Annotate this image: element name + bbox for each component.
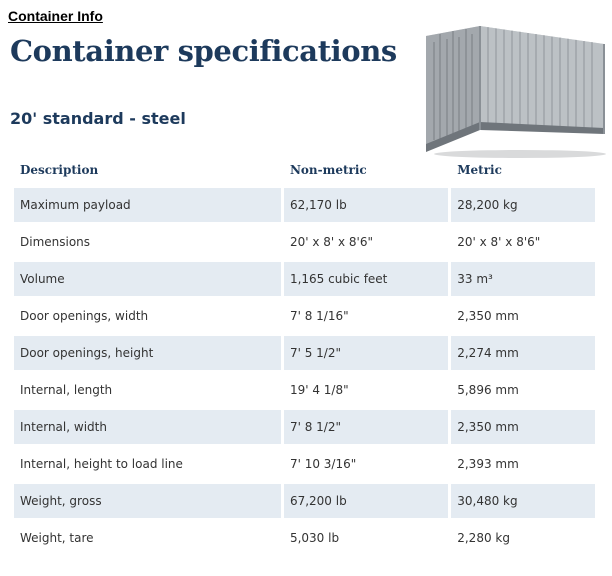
cell-metric: 28,200 kg bbox=[451, 188, 595, 222]
table-row: Door openings, width 7' 8 1/16" 2,350 mm bbox=[14, 299, 595, 333]
cell-description: Volume bbox=[14, 262, 281, 296]
cell-description: Door openings, width bbox=[20, 309, 149, 323]
cell-metric: 20' x 8' x 8'6" bbox=[457, 235, 541, 249]
cell-non-metric: 7' 8 1/16" bbox=[289, 309, 349, 323]
cell-description: Door openings, height bbox=[14, 336, 281, 370]
cell-description: Dimensions bbox=[20, 235, 91, 249]
table-row: Dimensions 20' x 8' x 8'6" 20' x 8' x 8'… bbox=[14, 225, 595, 259]
cell-description: Internal, height to load line bbox=[20, 457, 183, 471]
cell-description: Weight, tare bbox=[20, 531, 94, 545]
cell-non-metric: 7' 10 3/16" bbox=[289, 457, 357, 471]
cell-metric: 2,350 mm bbox=[457, 309, 519, 323]
container-door-details bbox=[433, 29, 473, 142]
container-shadow bbox=[434, 150, 606, 158]
table-row: Volume 1,165 cubic feet 33 m³ bbox=[14, 262, 595, 296]
cell-non-metric: 62,170 lb bbox=[283, 188, 449, 222]
table-row: Internal, length 19' 4 1/8" 5,896 mm bbox=[14, 373, 595, 407]
page-title: Container specifications bbox=[10, 34, 397, 68]
cell-metric: 33 m³ bbox=[451, 262, 595, 296]
table-row: Door openings, height 7' 5 1/2" 2,274 mm bbox=[14, 336, 595, 370]
table-header-row: Description Non-metric Metric bbox=[14, 155, 595, 185]
table-row: Maximum payload 62,170 lb 28,200 kg bbox=[14, 188, 595, 222]
cell-non-metric: 1,165 cubic feet bbox=[283, 262, 449, 296]
container-side-ribs bbox=[487, 27, 593, 132]
cell-non-metric: 19' 4 1/8" bbox=[289, 383, 349, 397]
header-non-metric: Non-metric bbox=[289, 163, 367, 177]
cell-non-metric: 5,030 lb bbox=[289, 531, 340, 545]
cell-metric: 2,350 mm bbox=[451, 410, 595, 444]
cell-metric: 30,480 kg bbox=[451, 484, 595, 518]
header-metric: Metric bbox=[457, 163, 502, 177]
cell-non-metric: 7' 5 1/2" bbox=[283, 336, 449, 370]
cell-non-metric: 7' 8 1/2" bbox=[283, 410, 449, 444]
cell-metric: 2,280 kg bbox=[457, 531, 510, 545]
cell-description: Maximum payload bbox=[14, 188, 281, 222]
table-row: Weight, tare 5,030 lb 2,280 kg bbox=[14, 521, 595, 555]
header-description: Description bbox=[20, 163, 99, 177]
cell-metric: 2,274 mm bbox=[451, 336, 595, 370]
cell-non-metric: 20' x 8' x 8'6" bbox=[289, 235, 374, 249]
table-row: Weight, gross 67,200 lb 30,480 kg bbox=[14, 484, 595, 518]
cell-non-metric: 67,200 lb bbox=[283, 484, 449, 518]
container-side bbox=[480, 26, 604, 132]
page-subtitle: 20' standard - steel bbox=[10, 109, 186, 128]
container-bottom-rail bbox=[426, 122, 604, 152]
cell-description: Weight, gross bbox=[14, 484, 281, 518]
specifications-table: Description Non-metric Metric Maximum pa… bbox=[11, 152, 598, 558]
shipping-container-photo bbox=[426, 26, 606, 158]
table-row: Internal, width 7' 8 1/2" 2,350 mm bbox=[14, 410, 595, 444]
cell-metric: 2,393 mm bbox=[457, 457, 519, 471]
container-info-link[interactable]: Container Info bbox=[8, 8, 103, 24]
table-row: Internal, height to load line 7' 10 3/16… bbox=[14, 447, 595, 481]
cell-metric: 5,896 mm bbox=[457, 383, 519, 397]
cell-description: Internal, width bbox=[14, 410, 281, 444]
cell-description: Internal, length bbox=[20, 383, 113, 397]
